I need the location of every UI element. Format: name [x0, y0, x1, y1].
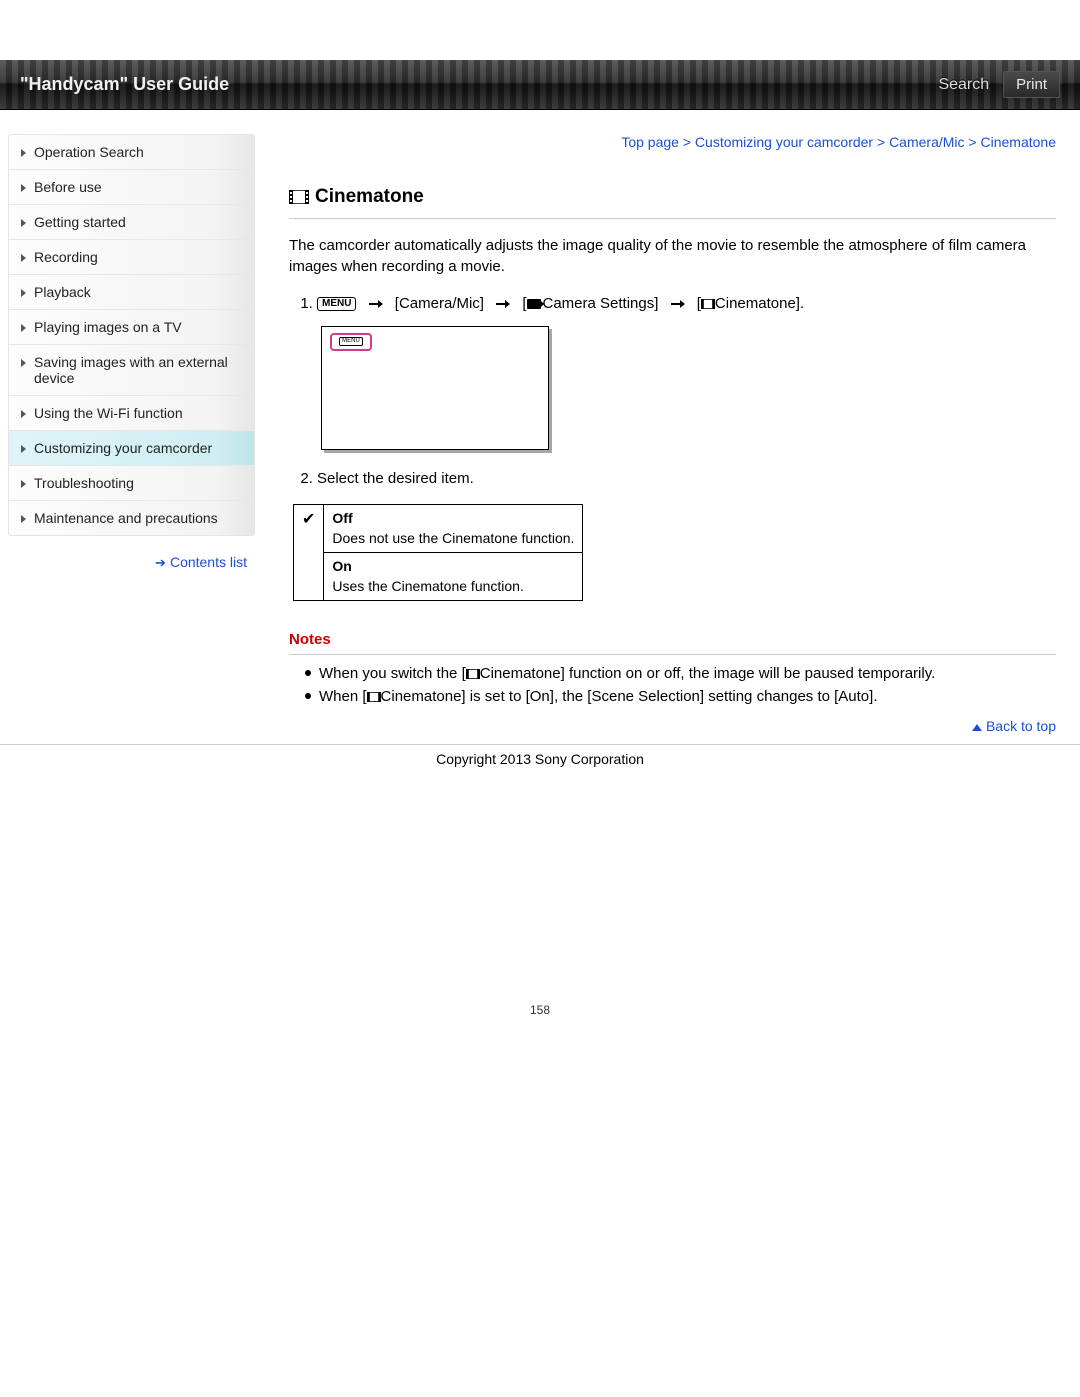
sidebar-item-label: Saving images with an external device [34, 354, 242, 386]
notes-list: When you switch the [ Cinematone] functio… [289, 663, 1056, 708]
table-row: ✔OffDoes not use the Cinematone function… [294, 505, 583, 553]
film-icon [289, 190, 309, 204]
menu-icon-mini: MENU [339, 337, 363, 346]
search-link[interactable]: Search [938, 76, 989, 94]
path-seg-camera-settings: [Camera Settings] [522, 295, 658, 312]
note-text: Cinematone] function on or off, the imag… [480, 665, 936, 682]
camera-icon [527, 299, 541, 309]
title-divider [289, 218, 1056, 219]
sidebar-item-label: Troubleshooting [34, 475, 134, 491]
option-cell: On Uses the Cinematone function. [324, 553, 583, 601]
breadcrumb-item[interactable]: Cinematone [981, 134, 1057, 150]
sidebar-item-label: Playback [34, 284, 91, 300]
breadcrumb-item[interactable]: Customizing your camcorder [695, 134, 873, 150]
path-seg-cinematone: [Cinematone]. [697, 295, 804, 312]
page-title-text: Cinematone [315, 186, 424, 208]
arrow-right-icon [496, 300, 510, 308]
header-title: "Handycam" User Guide [20, 74, 229, 95]
note-text: Cinematone] is set to [On], the [Scene S… [381, 688, 878, 705]
chevron-right-icon [21, 515, 26, 523]
notes-divider [289, 654, 1056, 655]
option-desc: Uses the Cinematone function. [332, 578, 523, 594]
main-content: Top page > Customizing your camcorder > … [255, 110, 1080, 744]
chevron-right-icon [21, 410, 26, 418]
chevron-right-icon [21, 324, 26, 332]
notes-heading: Notes [289, 631, 1056, 648]
breadcrumb: Top page > Customizing your camcorder > … [289, 134, 1056, 150]
note-item: When [ Cinematone] is set to [On], the [S… [305, 686, 1056, 709]
chevron-right-icon [21, 254, 26, 262]
checkmark-cell: ✔ [294, 505, 324, 601]
sidebar-item[interactable]: Customizing your camcorder [9, 431, 254, 466]
note-text: When you switch the [ [319, 665, 466, 682]
page-title: Cinematone [289, 186, 1056, 208]
note-item: When you switch the [ Cinematone] functio… [305, 663, 1056, 686]
chevron-right-icon [21, 289, 26, 297]
option-title: On [332, 558, 351, 574]
step-2: Select the desired item. [317, 468, 1056, 491]
note-text: When [ [319, 688, 367, 705]
sidebar-item-label: Recording [34, 249, 98, 265]
step-1: MENU [Camera/Mic] [Camera Settings] [Cin… [317, 293, 1056, 450]
steps-list: MENU [Camera/Mic] [Camera Settings] [Cin… [289, 293, 1056, 490]
sidebar-item-label: Maintenance and precautions [34, 510, 218, 526]
film-icon [367, 692, 381, 702]
menu-highlight: MENU [330, 333, 372, 351]
option-title: Off [332, 510, 352, 526]
chevron-right-icon [21, 445, 26, 453]
table-row: On Uses the Cinematone function. [294, 553, 583, 601]
page-number: 158 [0, 1003, 1080, 1017]
contents-list-label: Contents list [170, 554, 247, 570]
chevron-right-icon [21, 149, 26, 157]
sidebar-item-label: Playing images on a TV [34, 319, 182, 335]
arrow-right-icon [369, 300, 383, 308]
print-button[interactable]: Print [1003, 71, 1060, 98]
page-layout: Operation Search Before use Getting starte… [0, 110, 1080, 745]
intro-text: The camcorder automatically adjusts the … [289, 235, 1056, 277]
chevron-right-icon [21, 359, 26, 367]
sidebar-item[interactable]: Operation Search [9, 135, 254, 170]
sidebar-item-label: Operation Search [34, 144, 144, 160]
menu-icon: MENU [317, 297, 356, 311]
sidebar-item[interactable]: Recording [9, 240, 254, 275]
chevron-right-icon [21, 184, 26, 192]
triangle-up-icon [972, 724, 982, 731]
header-bar: "Handycam" User Guide Search Print [0, 60, 1080, 110]
sidebar-item-label: Customizing your camcorder [34, 440, 212, 456]
sidebar-item-label: Getting started [34, 214, 126, 230]
options-table: ✔ Off Does not use the Cinematone function… [293, 504, 583, 601]
chevron-right-icon [21, 219, 26, 227]
chevron-right-icon [21, 480, 26, 488]
arrow-right-icon [671, 300, 685, 308]
sidebar: Operation Search Before use Getting starte… [0, 110, 255, 744]
sidebar-item[interactable]: Saving images with an external device [9, 345, 254, 396]
sidebar-item[interactable]: Before use [9, 170, 254, 205]
back-to-top-link[interactable]: Back to top [972, 718, 1056, 734]
sidebar-item[interactable]: Playback [9, 275, 254, 310]
sidebar-item[interactable]: Troubleshooting [9, 466, 254, 501]
film-icon [701, 299, 715, 309]
path-seg-camera-mic: [Camera/Mic] [395, 295, 484, 312]
option-desc: Does not use the Cinematone function. [332, 530, 574, 546]
contents-list-link[interactable]: ➔ Contents list [155, 554, 247, 570]
sidebar-nav: Operation Search Before use Getting starte… [8, 134, 255, 536]
arrow-right-icon: ➔ [155, 555, 166, 570]
back-to-top-label: Back to top [986, 718, 1056, 734]
breadcrumb-item[interactable]: Top page [621, 134, 679, 150]
breadcrumb-item[interactable]: Camera/Mic [889, 134, 964, 150]
contents-list-row: ➔ Contents list [0, 546, 255, 571]
sidebar-item[interactable]: Playing images on a TV [9, 310, 254, 345]
back-to-top-row: Back to top [289, 718, 1056, 734]
sidebar-item[interactable]: Maintenance and precautions [9, 501, 254, 535]
sidebar-item[interactable]: Using the Wi-Fi function [9, 396, 254, 431]
option-cell: Off Does not use the Cinematone function. [324, 505, 583, 553]
film-icon [466, 669, 480, 679]
sidebar-item-label: Using the Wi-Fi function [34, 405, 183, 421]
header-actions: Search Print [938, 71, 1060, 98]
sidebar-item-label: Before use [34, 179, 102, 195]
screen-illustration: MENU [321, 326, 549, 450]
sidebar-item[interactable]: Getting started [9, 205, 254, 240]
copyright: Copyright 2013 Sony Corporation [0, 745, 1080, 773]
